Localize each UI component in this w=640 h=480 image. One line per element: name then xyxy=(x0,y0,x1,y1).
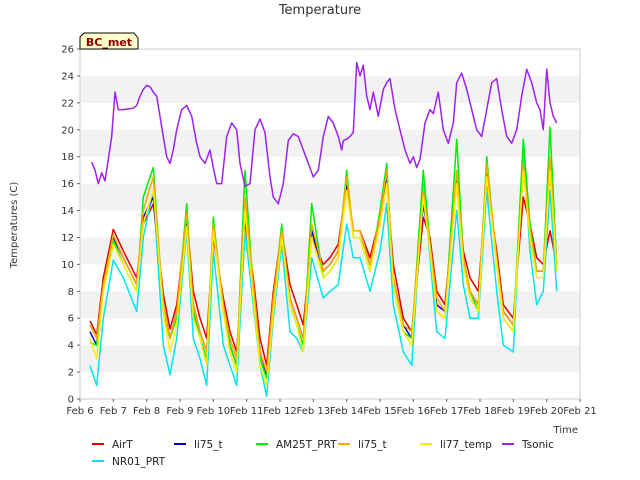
x-tick-label: Feb 13 xyxy=(297,406,331,417)
grid-band xyxy=(80,210,580,238)
grid-band xyxy=(80,264,580,292)
y-tick-label: 4 xyxy=(68,341,74,352)
y-tick-label: 24 xyxy=(61,71,74,82)
y-tick-label: 16 xyxy=(61,179,74,190)
series-line-li77-temp xyxy=(89,169,558,387)
grid-band xyxy=(80,318,580,346)
y-tick-label: 26 xyxy=(61,45,74,56)
y-tick-label: 18 xyxy=(61,152,74,163)
x-tick-label: Feb 10 xyxy=(197,406,231,417)
y-tick-label: 14 xyxy=(61,206,74,217)
legend-label: Tsonic xyxy=(521,439,554,451)
grid-band xyxy=(80,183,580,211)
y-tick-label: 8 xyxy=(68,287,74,298)
x-tick-label: Feb 18 xyxy=(463,406,497,417)
grid-band xyxy=(80,102,580,130)
legend-label: AirT xyxy=(112,439,133,451)
legend-label: li77_temp xyxy=(440,439,492,451)
y-tick-label: 10 xyxy=(61,260,74,271)
badge: BC_met xyxy=(79,32,139,50)
plot-frame xyxy=(79,48,581,400)
x-tick-label: Feb 21 xyxy=(563,406,597,417)
x-tick-label: Feb 12 xyxy=(263,406,297,417)
x-tick-label: Feb 19 xyxy=(497,406,531,417)
x-tick-label: Feb 20 xyxy=(530,406,564,417)
grid-band xyxy=(80,129,580,157)
legend-label: NR01_PRT xyxy=(112,456,166,468)
grid-band xyxy=(80,156,580,184)
y-tick-label: 12 xyxy=(61,233,74,244)
series-layer xyxy=(89,61,558,398)
series-line-tsonic xyxy=(91,61,558,205)
x-axis-label: Time xyxy=(553,425,578,436)
y-tick-label: 6 xyxy=(68,314,74,325)
grid-band xyxy=(80,237,580,265)
y-axis-label: Temperatures (C) xyxy=(9,182,20,270)
x-tick-label: Feb 7 xyxy=(100,406,127,417)
x-tick-label: Feb 9 xyxy=(166,406,193,417)
badge-label: BC_met xyxy=(86,36,132,49)
legend: AirT li75_t AM25T_PRT li75_t li77_temp Tsonic… xyxy=(92,439,554,468)
x-tick-label: Feb 8 xyxy=(133,406,160,417)
grid-band xyxy=(80,75,580,103)
legend-label: li75_t xyxy=(358,439,387,451)
y-tick-label: 0 xyxy=(68,395,74,406)
legend-label: AM25T_PRT xyxy=(276,439,337,451)
chart-title: Temperature xyxy=(278,3,361,18)
badge-box xyxy=(79,32,139,50)
grid-band xyxy=(80,49,580,76)
x-tick-label: Feb 14 xyxy=(330,406,364,417)
y-tick-label: 22 xyxy=(61,98,74,109)
x-tick-label: Feb 16 xyxy=(397,406,431,417)
y-tick-label: 2 xyxy=(68,368,74,379)
grid-band xyxy=(80,372,580,399)
grid-band xyxy=(80,345,580,373)
x-tick-label: Feb 6 xyxy=(66,406,93,417)
x-tick-label: Feb 11 xyxy=(230,406,264,417)
y-tick-label: 20 xyxy=(61,125,74,136)
x-axis-ticks: Feb 6 Feb 7 Feb 8 Feb 9 Feb 10 Feb 11 Feb 12 Fe… xyxy=(66,399,597,417)
x-tick-label: Feb 17 xyxy=(430,406,464,417)
legend-label: li75_t xyxy=(194,439,223,451)
x-tick-label: Feb 15 xyxy=(363,406,397,417)
